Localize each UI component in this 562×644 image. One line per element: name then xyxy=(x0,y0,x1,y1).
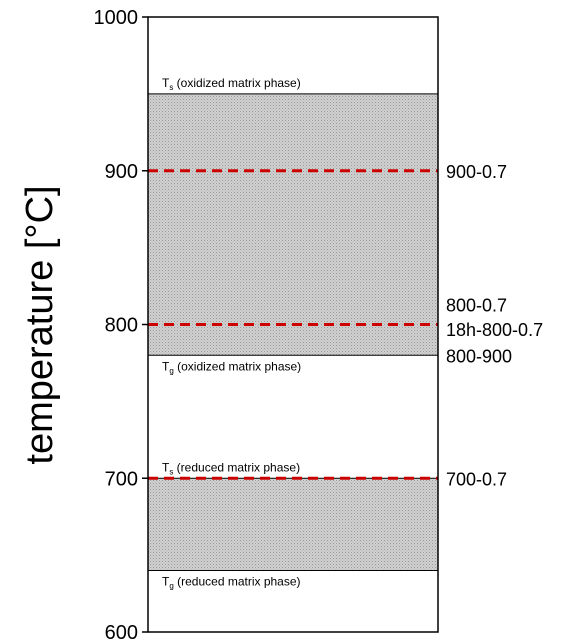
band-label-1: Tg (oxidized matrix phase) xyxy=(162,359,301,375)
series-label-4: 700-0.7 xyxy=(446,469,507,489)
shaded-band-0 xyxy=(148,93,438,356)
y-tick-label-600: 600 xyxy=(105,622,138,644)
series-label-3: 800-900 xyxy=(446,346,512,366)
series-label-0: 900-0.7 xyxy=(446,162,507,182)
y-tick-label-700: 700 xyxy=(105,468,138,490)
lines-layer xyxy=(148,169,438,480)
y-axis-label: temperature [°C] xyxy=(19,185,61,464)
series-label-1: 800-0.7 xyxy=(446,296,507,316)
y-tick-label-900: 900 xyxy=(105,161,138,183)
shaded-band-1 xyxy=(148,478,438,571)
band-label-3: Tg (reduced matrix phase) xyxy=(162,575,301,591)
series-labels: 900-0.7 800-0.7 18h-800-0.7 800-900 700-0.7 xyxy=(446,162,543,490)
series-label-2: 18h-800-0.7 xyxy=(446,320,543,340)
band-labels: Ts (oxidized matrix phase) Tg (oxidized m… xyxy=(162,76,301,591)
y-tick-label-1000: 1000 xyxy=(94,7,139,29)
band-label-0: Ts (oxidized matrix phase) xyxy=(162,76,301,92)
bands-layer xyxy=(148,93,438,571)
y-axis: 600 700 800 900 1000 xyxy=(94,7,148,644)
band-label-2: Ts (reduced matrix phase) xyxy=(162,460,300,476)
y-tick-label-800: 800 xyxy=(105,315,138,337)
